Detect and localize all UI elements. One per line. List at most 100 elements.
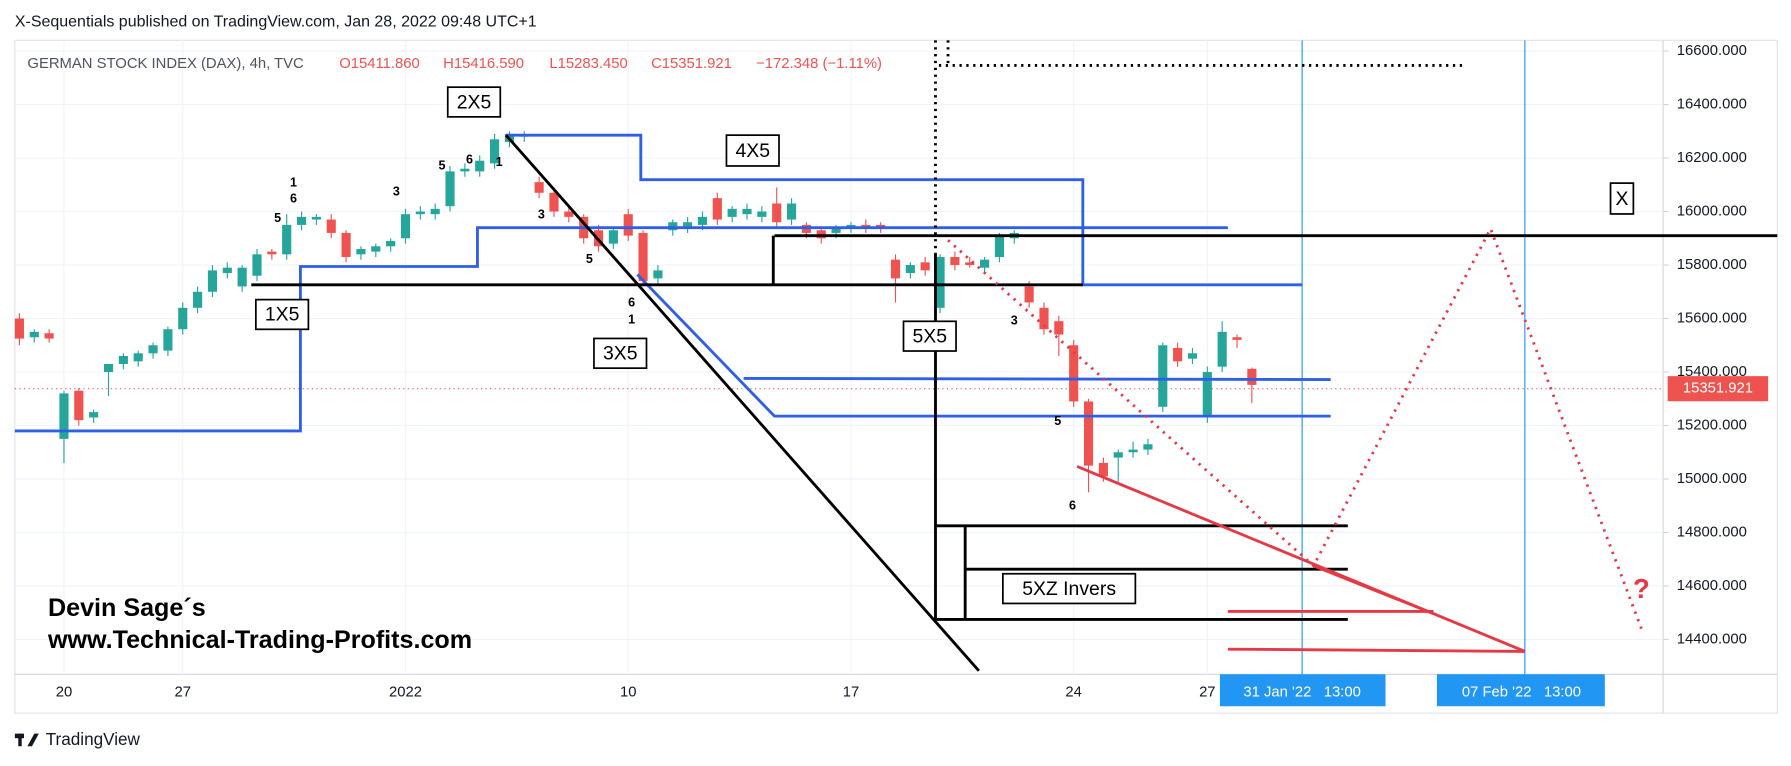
x-tick-label: 2022 bbox=[389, 684, 422, 700]
candle-body bbox=[920, 262, 930, 271]
candle-body bbox=[371, 246, 381, 252]
candle-body bbox=[103, 363, 114, 373]
count: 6 bbox=[628, 295, 635, 309]
candle-body bbox=[950, 256, 960, 266]
label-box bbox=[725, 134, 780, 167]
candle-body bbox=[653, 270, 663, 279]
candle-body bbox=[430, 208, 440, 215]
candle-body bbox=[1247, 368, 1257, 385]
label-box bbox=[255, 298, 310, 331]
candle-body bbox=[341, 232, 351, 257]
count: 5 bbox=[439, 158, 446, 172]
date-marker-label: 31 Jan '22 13:00 bbox=[1243, 684, 1360, 700]
y-tick-label: 15200.000 bbox=[1677, 417, 1747, 433]
x-tick-label: 10 bbox=[620, 684, 637, 700]
x-tick-label: 20 bbox=[56, 684, 73, 700]
x-tick-label: 27 bbox=[175, 684, 191, 700]
candle-body bbox=[490, 139, 500, 164]
count: 1 bbox=[496, 155, 503, 169]
candle-body bbox=[980, 259, 990, 268]
candle-body bbox=[712, 198, 722, 220]
count: 6 bbox=[290, 191, 297, 205]
candle-body bbox=[148, 345, 158, 354]
x-tick-label: 27 bbox=[1199, 684, 1216, 700]
ohlc: O15411.860 bbox=[339, 56, 420, 72]
blue-line bbox=[506, 133, 1303, 287]
y-tick-label: 15400.000 bbox=[1677, 364, 1747, 380]
candle-body bbox=[1083, 401, 1094, 466]
count: 5 bbox=[1054, 414, 1061, 428]
ohlc: H15416.590 bbox=[443, 56, 524, 72]
candle-body bbox=[222, 267, 232, 274]
candle-body bbox=[757, 211, 767, 217]
candle-body bbox=[638, 232, 648, 282]
grid bbox=[14, 40, 1664, 675]
candle-body bbox=[178, 307, 188, 330]
candle-body bbox=[29, 331, 39, 338]
y-tick-label: 16000.000 bbox=[1677, 203, 1747, 219]
label-box bbox=[902, 320, 957, 352]
candle-body bbox=[1069, 345, 1079, 402]
brand: TradingView bbox=[46, 729, 141, 749]
candle-body bbox=[193, 291, 203, 308]
candle-body bbox=[14, 318, 24, 339]
watermark: Devin Sage´s bbox=[48, 594, 206, 622]
y-tick-label: 15000.000 bbox=[1677, 471, 1747, 487]
candle-body bbox=[1232, 337, 1242, 340]
wave-label: 5XZ Invers bbox=[1022, 578, 1116, 600]
candle-body bbox=[623, 214, 633, 236]
candle-body bbox=[267, 251, 277, 255]
red-line bbox=[1227, 647, 1525, 653]
date-marker bbox=[1436, 674, 1605, 707]
candle-body bbox=[1202, 372, 1212, 418]
ohlc: −172.348 (−1.11%) bbox=[756, 56, 882, 72]
ohlc: L15283.450 bbox=[549, 56, 627, 72]
y-tick-label: 14600.000 bbox=[1677, 578, 1747, 594]
y-tick-label: 15800.000 bbox=[1677, 257, 1747, 273]
y-tick-label: 15600.000 bbox=[1677, 310, 1747, 326]
candle-body bbox=[44, 333, 54, 339]
label-box bbox=[593, 337, 648, 370]
candle-body bbox=[282, 224, 292, 255]
count: 5 bbox=[586, 252, 593, 266]
candle-body bbox=[1158, 345, 1168, 407]
y-tick-label: 14800.000 bbox=[1677, 524, 1747, 540]
candle-body bbox=[1098, 462, 1108, 477]
wave-label: 2X5 bbox=[457, 91, 492, 113]
label-box bbox=[1609, 182, 1635, 215]
candle-body bbox=[1039, 307, 1049, 330]
candle-body bbox=[549, 192, 559, 212]
y-tick-label: 16600.000 bbox=[1677, 43, 1747, 59]
candle-body bbox=[965, 262, 975, 266]
red-line bbox=[1076, 465, 1526, 653]
wave-label: X bbox=[1615, 188, 1628, 210]
candle-body bbox=[118, 355, 128, 364]
candle-body bbox=[386, 240, 396, 247]
candle-body bbox=[1113, 452, 1123, 458]
frame bbox=[14, 39, 1778, 714]
wave-label: 3X5 bbox=[603, 343, 638, 365]
candle-body bbox=[905, 265, 915, 274]
candle-body bbox=[356, 248, 366, 255]
candle-body bbox=[326, 219, 336, 233]
count: 6 bbox=[1069, 499, 1076, 513]
candle-body bbox=[59, 393, 69, 439]
candle-body bbox=[1024, 286, 1034, 303]
candle-body bbox=[742, 208, 752, 215]
count: 3 bbox=[1011, 314, 1018, 328]
candle-body bbox=[1143, 444, 1153, 450]
candle-body bbox=[445, 171, 455, 207]
watermark: www.Technical-Trading-Profits.com bbox=[47, 626, 472, 654]
black-line bbox=[504, 134, 980, 672]
candle-body bbox=[1173, 347, 1183, 362]
candle-body bbox=[296, 216, 307, 225]
count: 3 bbox=[393, 185, 400, 199]
blue-line bbox=[14, 226, 1228, 433]
candle-body bbox=[534, 182, 544, 193]
count: 1 bbox=[628, 312, 635, 326]
candle-body bbox=[831, 227, 841, 233]
candles bbox=[14, 131, 1257, 493]
count: 6 bbox=[466, 153, 473, 167]
date-marker bbox=[1219, 674, 1386, 707]
